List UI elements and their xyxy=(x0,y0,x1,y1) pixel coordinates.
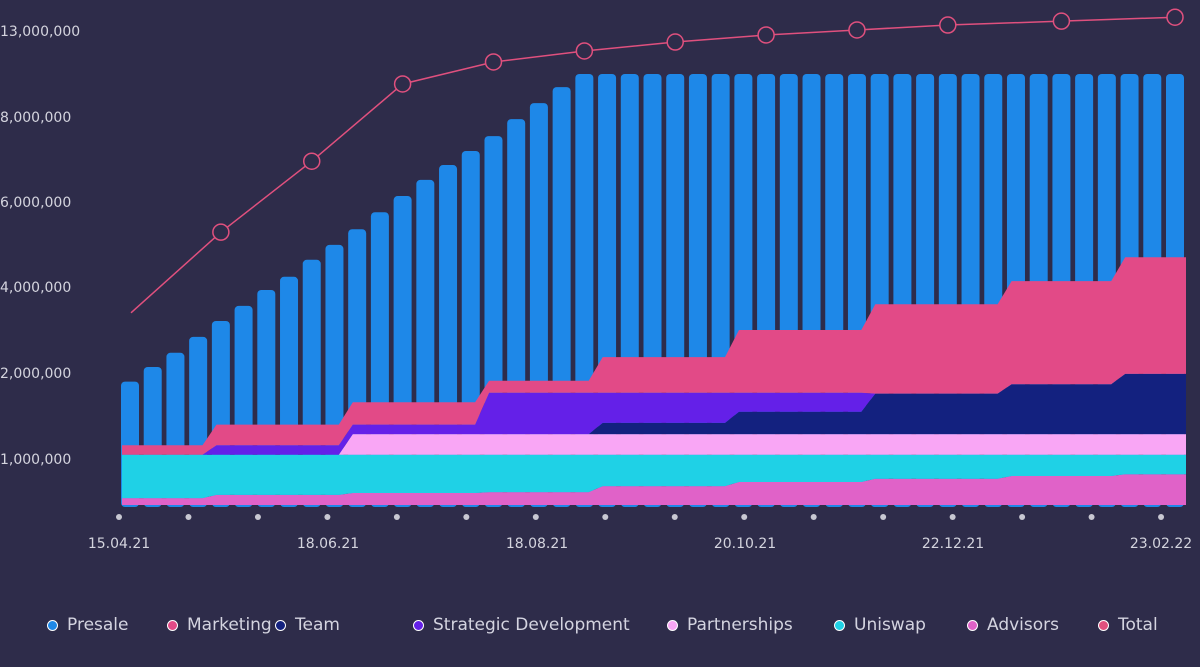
x-tick-label: 20.10.21 xyxy=(714,536,776,552)
legend-item-team[interactable]: Team xyxy=(275,615,340,635)
x-tick-dot xyxy=(463,514,470,520)
total-point xyxy=(302,152,321,170)
total-dot-icon xyxy=(1098,619,1109,631)
y-tick-label: 1,000,000 xyxy=(0,452,71,468)
total-point xyxy=(1166,8,1184,26)
legend-label: Presale xyxy=(67,615,129,635)
total-point xyxy=(484,53,503,71)
x-tick-dot xyxy=(810,514,817,520)
total-point xyxy=(757,26,775,44)
x-tick-dot xyxy=(532,514,539,520)
legend-label: Strategic Development xyxy=(433,615,630,635)
strategic-development-area xyxy=(122,373,1186,455)
total-point xyxy=(939,16,957,34)
y-tick-label: 13,000,000 xyxy=(0,24,80,40)
x-tick-dot xyxy=(393,514,400,520)
legend-item-total[interactable]: Total xyxy=(1098,615,1158,635)
partnerships-dot-icon xyxy=(667,619,678,631)
x-tick-dot xyxy=(254,514,261,520)
legend-label: Uniswap xyxy=(854,615,926,635)
total-point xyxy=(848,21,866,39)
x-tick-dot xyxy=(880,514,887,520)
legend-item-partnerships[interactable]: Partnerships xyxy=(667,615,793,635)
x-tick-dot xyxy=(324,514,331,520)
uniswap-area xyxy=(122,454,1186,499)
legend-item-advisors[interactable]: Advisors xyxy=(967,615,1059,635)
total-point xyxy=(666,33,684,51)
legend-label: Marketing xyxy=(187,615,272,635)
x-tick-dot xyxy=(1088,514,1095,520)
legend-label: Partnerships xyxy=(687,615,793,635)
stacked-areas xyxy=(122,257,1186,505)
x-tick-label: 23.02.22 xyxy=(1130,536,1192,552)
legend-item-presale[interactable]: Presale xyxy=(47,615,128,635)
total-line-path xyxy=(130,16,1176,314)
y-tick-label: 6,000,000 xyxy=(0,195,71,211)
x-tick-dot xyxy=(671,514,678,520)
x-tick-dot xyxy=(949,514,956,520)
total-line xyxy=(130,8,1184,314)
y-axis: 1,000,000 2,000,000 4,000,000 6,000,000 … xyxy=(0,24,80,468)
y-tick-label: 2,000,000 xyxy=(0,366,71,382)
x-tick-label: 18.06.21 xyxy=(297,536,359,552)
x-tick-dot xyxy=(1158,514,1165,520)
legend-item-strategic-development[interactable]: Strategic Development xyxy=(413,615,630,635)
uniswap-dot-icon xyxy=(834,619,845,631)
x-axis: 15.04.21 18.06.21 18.08.21 20.10.21 22.1… xyxy=(88,536,1192,552)
y-tick-label: 8,000,000 xyxy=(0,110,71,126)
advisors-dot-icon xyxy=(967,619,978,631)
team-dot-icon xyxy=(275,619,286,631)
x-axis-ticks xyxy=(116,514,1165,520)
team-area xyxy=(122,373,1186,455)
x-tick-label: 18.08.21 xyxy=(506,536,568,552)
x-tick-dot xyxy=(116,514,122,520)
legend-label: Team xyxy=(295,615,340,635)
x-tick-dot xyxy=(741,514,748,520)
legend-item-uniswap[interactable]: Uniswap xyxy=(834,615,926,635)
total-point xyxy=(1052,12,1071,30)
x-tick-label: 22.12.21 xyxy=(922,536,984,552)
legend-label: Total xyxy=(1118,615,1158,635)
vesting-chart: 1,000,000 2,000,000 4,000,000 6,000,000 … xyxy=(0,8,1192,552)
y-tick-label: 4,000,000 xyxy=(0,280,71,296)
marketing-dot-icon xyxy=(167,619,178,631)
legend: Presale Marketing Team Strategic Develop… xyxy=(0,615,1200,639)
presale-dot-icon xyxy=(47,619,58,631)
strategic-development-dot-icon xyxy=(413,619,424,631)
legend-label: Advisors xyxy=(987,615,1060,635)
legend-item-marketing[interactable]: Marketing xyxy=(167,615,272,635)
x-tick-label: 15.04.21 xyxy=(88,536,150,552)
partnerships-area xyxy=(122,434,1186,455)
x-tick-dot xyxy=(185,514,192,520)
advisors-area xyxy=(122,474,1186,505)
marketing-area xyxy=(122,257,1186,455)
x-tick-dot xyxy=(602,514,609,520)
total-point xyxy=(393,75,412,93)
x-tick-dot xyxy=(1019,514,1026,520)
total-point xyxy=(575,42,594,60)
total-point xyxy=(212,223,230,241)
